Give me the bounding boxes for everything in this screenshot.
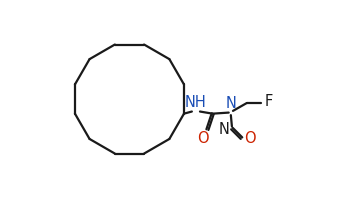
Text: N: N bbox=[225, 96, 236, 111]
Text: N: N bbox=[219, 122, 230, 137]
Text: NH: NH bbox=[185, 95, 207, 110]
Text: O: O bbox=[197, 131, 209, 146]
Text: F: F bbox=[264, 94, 273, 109]
Text: O: O bbox=[244, 131, 256, 146]
